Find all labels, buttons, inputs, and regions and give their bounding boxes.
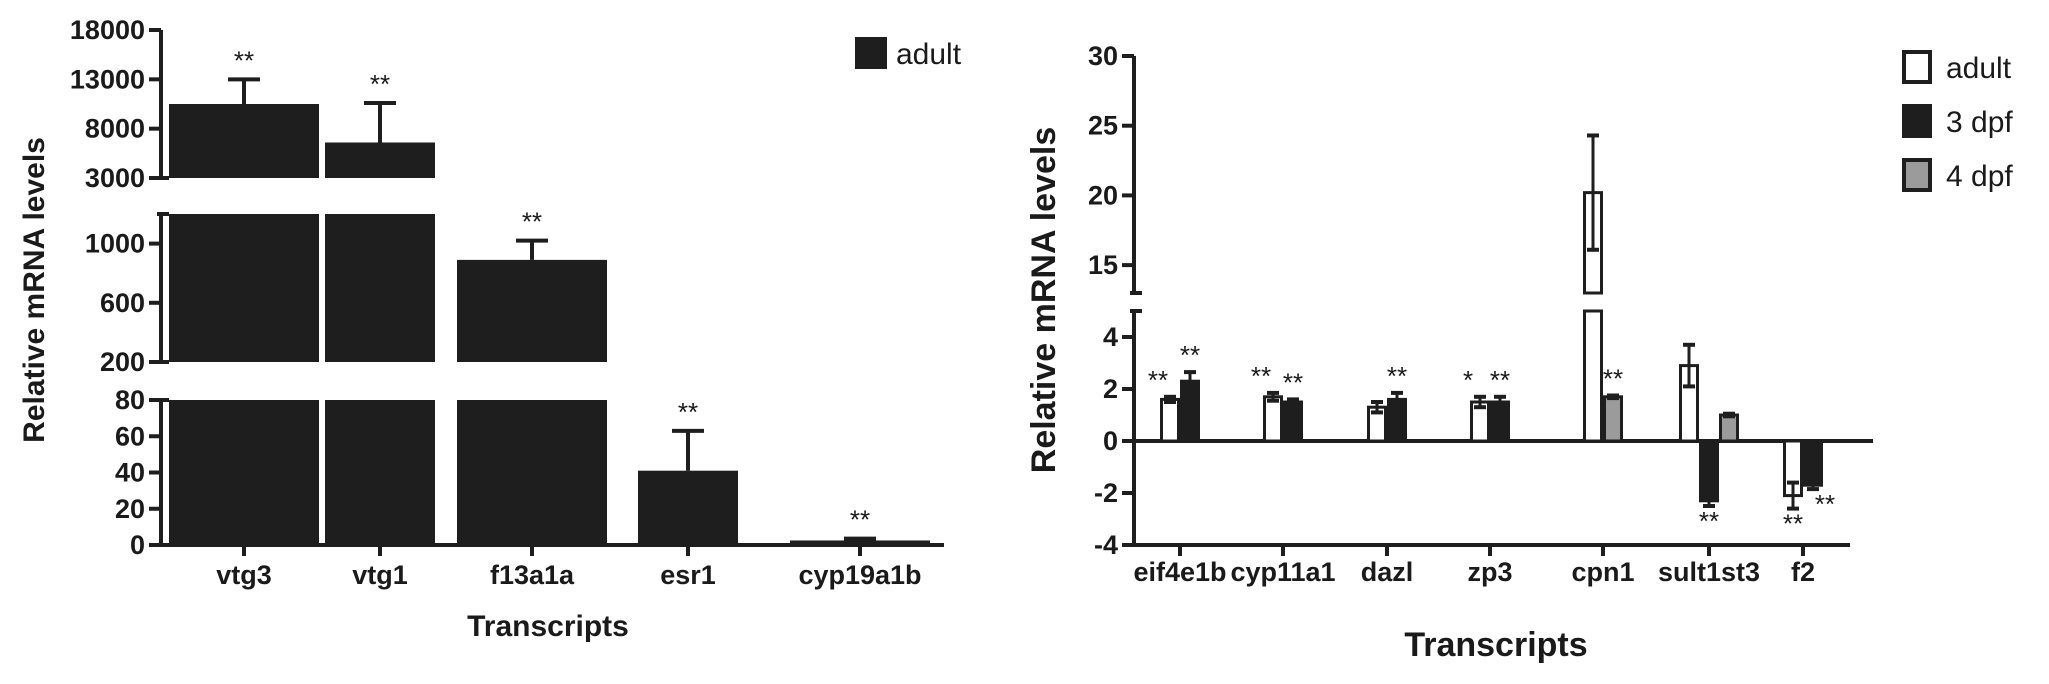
- y-tick-label: 30: [1088, 41, 1118, 71]
- significance-label: **: [1251, 361, 1271, 391]
- significance-label: **: [370, 69, 390, 99]
- bar: [457, 259, 607, 362]
- legend-label: adult: [896, 38, 962, 71]
- significance-label: *: [1463, 365, 1473, 395]
- y-tick-label: 60: [115, 421, 145, 451]
- x-tick-label: esr1: [660, 560, 716, 590]
- bar: [790, 540, 930, 545]
- y-tick-label: 600: [100, 288, 145, 318]
- x-tick-label: zp3: [1467, 557, 1512, 587]
- legend-swatch: [855, 37, 887, 69]
- y-tick-label: 0: [130, 530, 145, 560]
- significance-label: **: [1180, 340, 1200, 370]
- bar: [325, 400, 435, 545]
- x-tick-label: f13a1a: [490, 560, 575, 590]
- y-tick-label: 3000: [85, 163, 145, 193]
- bar: [169, 400, 319, 545]
- bar: [1160, 397, 1180, 443]
- bar: [1263, 395, 1283, 443]
- significance-label: **: [1783, 509, 1803, 539]
- y-tick-label: 13000: [70, 64, 145, 94]
- bar: [169, 104, 319, 178]
- y-tick-label: 1000: [85, 229, 145, 259]
- x-tick-label: f2: [1791, 557, 1815, 587]
- legend-label: 4 dpf: [1946, 160, 2013, 193]
- y-tick-label: 80: [115, 385, 145, 415]
- x-tick-label: vtg3: [216, 560, 272, 590]
- legend-label: adult: [1946, 52, 2012, 85]
- y-tick-label: 25: [1088, 111, 1118, 141]
- legend-swatch: [1902, 50, 1932, 84]
- y-tick-label: 200: [100, 347, 145, 377]
- bar: [1699, 439, 1719, 503]
- bar: [1603, 395, 1623, 443]
- x-axis-title: Transcripts: [467, 610, 629, 643]
- significance-label: **: [1603, 364, 1623, 394]
- significance-label: **: [1815, 489, 1835, 519]
- significance-label: **: [1699, 506, 1719, 536]
- y-tick-label: 15: [1088, 250, 1118, 280]
- y-axis-title: Relative mRNA levels: [1025, 127, 1063, 473]
- x-tick-label: cyp11a1: [1230, 557, 1335, 587]
- bar: [638, 470, 738, 545]
- y-tick-label: 20: [1088, 180, 1118, 210]
- y-tick-label: -2: [1094, 478, 1118, 508]
- x-tick-label: cpn1: [1571, 557, 1634, 587]
- bar: [457, 400, 607, 545]
- y-tick-label: 4: [1103, 322, 1118, 352]
- x-tick-label: dazl: [1361, 557, 1414, 587]
- y-tick-label: 2: [1103, 374, 1118, 404]
- x-tick-label: sult1st3: [1658, 557, 1760, 587]
- y-tick-label: 40: [115, 458, 145, 488]
- bar: [1719, 413, 1739, 443]
- left-chart: 0 20 40 60 80 200 600 1000 3000 8000 13000 18000 ** v…: [18, 15, 962, 643]
- right-chart: -4 -2 0 2 4 15 20 25 30 ** ** eif4e1b ** ** cyp11a1 ** d…: [1025, 41, 2013, 664]
- bar: [1803, 439, 1823, 487]
- bar: [169, 214, 319, 362]
- x-axis-title: Transcripts: [1404, 626, 1587, 664]
- bar: [1283, 400, 1303, 443]
- x-tick-label: vtg1: [352, 560, 408, 590]
- significance-label: **: [1283, 367, 1303, 397]
- significance-label: **: [1387, 361, 1407, 391]
- y-tick-label: 0: [1103, 426, 1118, 456]
- significance-label: **: [522, 207, 542, 237]
- significance-label: **: [1490, 365, 1510, 395]
- significance-label: **: [678, 397, 698, 427]
- y-tick-label: 8000: [85, 114, 145, 144]
- bar-break-gap: [1581, 296, 1605, 308]
- significance-label: **: [850, 505, 870, 535]
- x-tick-label: cyp19a1b: [798, 560, 921, 590]
- y-tick-label: 18000: [70, 15, 145, 45]
- bar: [1583, 309, 1603, 443]
- significance-label: **: [234, 45, 254, 75]
- legend-swatch: [1902, 104, 1932, 138]
- y-tick-label: 20: [115, 494, 145, 524]
- bar: [325, 142, 435, 178]
- y-axis-title: Relative mRNA levels: [18, 137, 51, 443]
- y-tick-label: -4: [1094, 530, 1118, 560]
- x-tick-label: eif4e1b: [1133, 557, 1226, 587]
- legend-label: 3 dpf: [1946, 106, 2013, 139]
- legend-swatch: [1902, 158, 1932, 192]
- significance-label: **: [1148, 365, 1168, 395]
- bar: [325, 214, 435, 362]
